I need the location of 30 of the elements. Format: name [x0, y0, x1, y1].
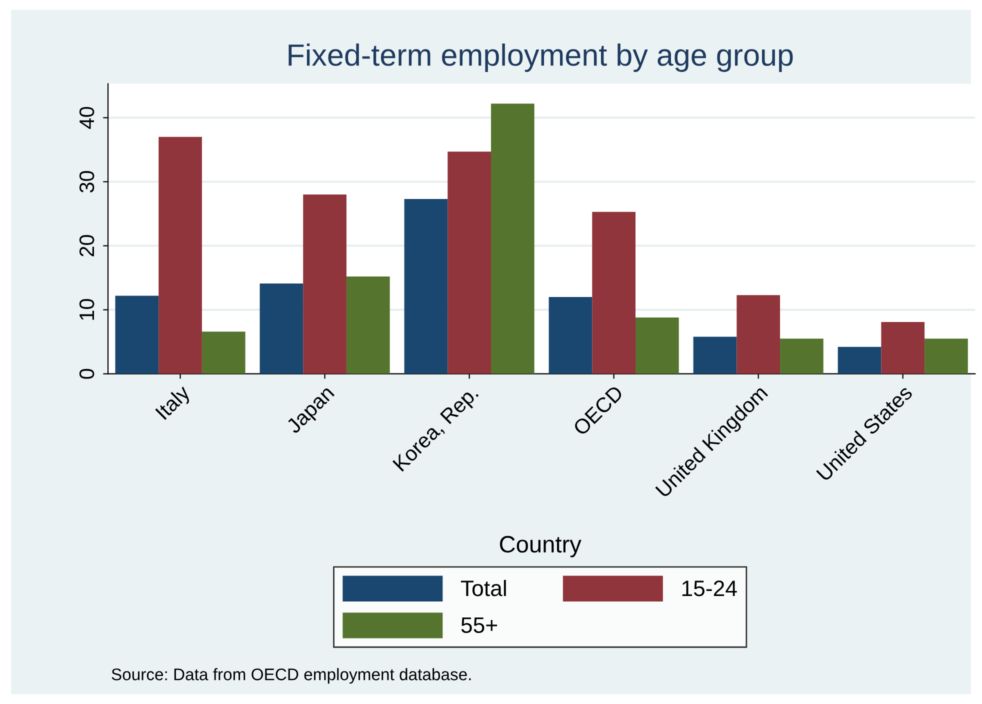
- bar: [202, 332, 246, 374]
- bar: [260, 284, 304, 374]
- bar: [736, 295, 780, 374]
- bar: [592, 212, 636, 374]
- bar: [838, 346, 882, 374]
- bar: [490, 104, 534, 374]
- legend-label: Total: [460, 580, 506, 596]
- y-tick-label: 40: [79, 106, 94, 129]
- legend-label: 55+: [461, 618, 498, 634]
- bar: [303, 194, 346, 374]
- bar: [693, 336, 737, 374]
- y-tick-label: 0: [79, 368, 94, 379]
- bar: [881, 322, 925, 374]
- chart-title: Fixed-term employment by age group: [288, 43, 793, 72]
- bar: [636, 317, 679, 374]
- bar: [548, 296, 592, 374]
- x-axis-title: Country: [500, 536, 582, 558]
- x-tick-label: Italy: [154, 384, 194, 423]
- bar: [346, 276, 390, 374]
- y-tick-label: 30: [79, 170, 94, 193]
- bar: [115, 296, 159, 374]
- bar: [780, 338, 824, 374]
- legend-label: 15-24: [682, 580, 737, 596]
- bar: [404, 199, 448, 374]
- y-tick-label: 10: [79, 299, 94, 320]
- y-tick-label: 20: [79, 234, 94, 256]
- source-note: Source: Data from OECD employment database.: [112, 668, 471, 684]
- bar: [448, 152, 491, 374]
- bar: [158, 136, 202, 374]
- bar: [924, 338, 968, 374]
